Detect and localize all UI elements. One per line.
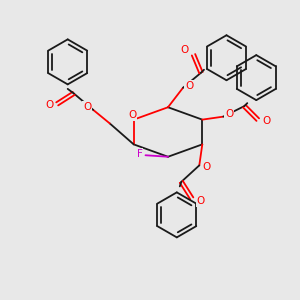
Text: O: O xyxy=(83,102,91,112)
Text: O: O xyxy=(225,109,233,118)
Text: O: O xyxy=(180,45,189,55)
Text: O: O xyxy=(46,100,54,110)
Text: O: O xyxy=(197,196,205,206)
Text: O: O xyxy=(185,81,193,91)
Text: F: F xyxy=(136,149,142,159)
Text: O: O xyxy=(263,116,271,126)
Text: O: O xyxy=(203,162,211,172)
Text: O: O xyxy=(128,110,136,120)
